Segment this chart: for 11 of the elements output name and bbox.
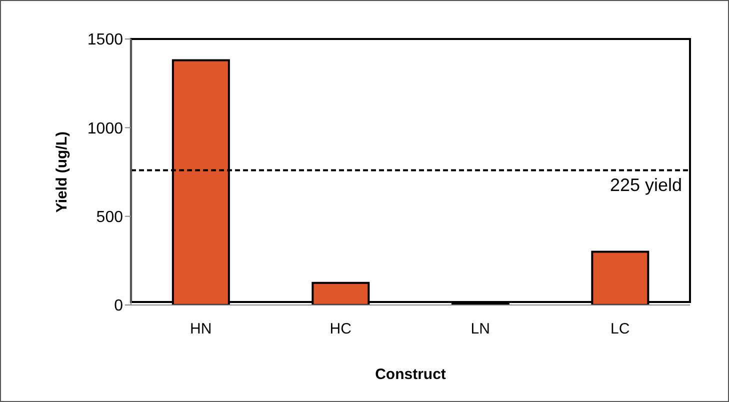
x-tick-label: LC (610, 320, 630, 338)
x-tick-label: HC (330, 320, 352, 338)
x-tick-label: LN (470, 320, 490, 338)
ref-line-label: 225 yield (610, 175, 682, 196)
y-tick-label: 1500 (87, 32, 124, 49)
y-axis-title: Yield (ug/L) (53, 131, 70, 213)
y-tick-label: 1000 (87, 120, 124, 138)
y-tick-label: 500 (96, 209, 124, 226)
x-axis-title: Construct (375, 366, 446, 383)
x-tick-label: HN (190, 320, 212, 338)
y-tick-label: 0 (114, 298, 124, 315)
